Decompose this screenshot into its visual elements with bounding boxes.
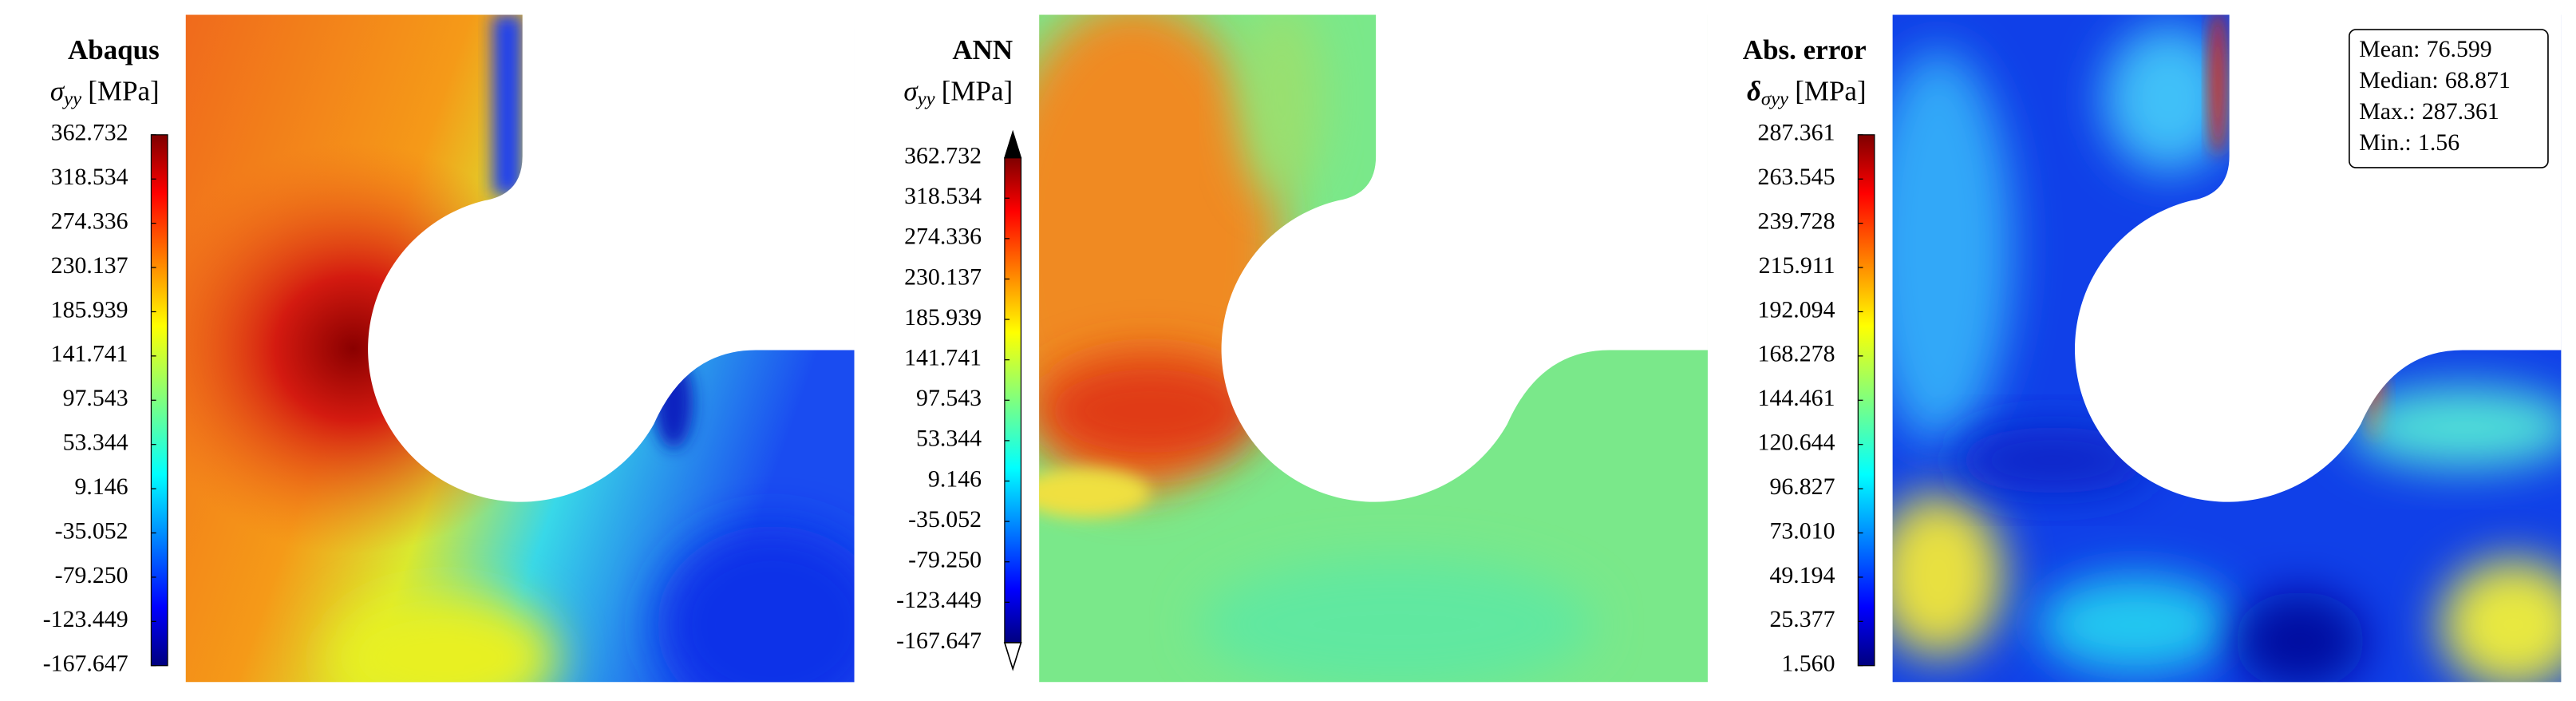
colorbar-tick-label: -79.250 [908,547,982,573]
colorbar-tick-label: 120.644 [1758,430,1835,456]
colorbar-tick-label: 318.534 [51,164,128,190]
stats-label: Min.: [2359,129,2411,156]
colorbar-tick-label: 1.560 [1781,651,1835,677]
colorbar-unit: [MPa] [88,75,159,106]
colorbar-tick-label: -167.647 [896,628,982,654]
stats-value: 68.871 [2445,67,2511,93]
colorbar-tick-label: 53.344 [916,426,982,452]
colorbar-label: σyy [MPa] [903,75,1013,109]
colorbar-symbol: δ [1747,75,1761,106]
colorbar-subscript: yy [915,88,935,109]
stats-label: Max.: [2359,98,2415,125]
colorbar-tick-label: 25.377 [1769,606,1835,632]
stats-value: 76.599 [2427,36,2492,62]
colorbar-tick-label: -35.052 [55,517,128,544]
colorbar-extend-max [1004,129,1022,159]
colorbar-tick-label: 239.728 [1758,208,1835,234]
stats-line: Median: 68.871 [2359,67,2511,93]
colorbar-tick-label: 9.146 [74,473,128,500]
colorbar-tick-label: 362.732 [51,120,128,146]
colorbar-tick-label: 53.344 [63,430,128,456]
colorbar-tick-label: -79.250 [55,562,128,588]
colorbar-tick-label: 168.278 [1758,341,1835,367]
colorbar-tick-label: 263.545 [1758,164,1835,190]
stats-line: Min.: 1.56 [2359,129,2459,156]
colorbar-tick-label: 362.732 [904,142,982,168]
stats-label: Mean: [2359,36,2420,62]
colorbar-tick-label: 141.741 [51,341,128,367]
colorbar-tick-label: 185.939 [904,304,982,331]
colorbar-tick-label: 97.543 [63,385,128,411]
stats-value: 287.361 [2422,98,2499,125]
colorbar-tick-label: 144.461 [1758,385,1835,411]
field-ann [1039,14,1708,683]
colorbar-tick-label: 230.137 [51,252,128,279]
colorbar-tick-label: -123.449 [43,606,128,632]
stats-value: 1.56 [2418,129,2459,156]
field-abaqus [185,14,855,683]
colorbar-tick-label: 274.336 [904,224,982,250]
colorbar-extend-min [1003,642,1022,671]
panel-title: ANN [952,34,1013,65]
colorbar-tick-label: 141.741 [904,345,982,371]
colorbar-tick-label: 274.336 [51,208,128,234]
panel-title: Abaqus [68,34,160,65]
colorbar-unit: [MPa] [942,75,1013,106]
colorbar-label: δσyy [MPa] [1747,75,1867,109]
colorbar-symbol: σ [50,75,65,106]
stats-line: Mean: 76.599 [2359,36,2491,62]
stats-box [2349,29,2549,168]
colorbar-tick-label: -123.449 [896,587,982,613]
colorbar-tick-label: 192.094 [1758,296,1835,323]
colorbar-tick-label: 230.137 [904,263,982,290]
colorbar-panel: ANN σyy [MPa] 362.732 318.534 274.336 230.137 1… [896,34,1022,671]
colorbar-tick-label: 49.194 [1769,562,1835,588]
colorbar-unit: [MPa] [1795,75,1866,106]
stats-line: Max.: 287.361 [2359,98,2499,125]
stats-label: Median: [2359,67,2438,93]
colorbar-tick-label: -35.052 [908,506,982,533]
colorbar-tick-label: 215.911 [1759,252,1835,279]
colorbar-tick-label: 97.543 [916,385,982,411]
colorbar-tick-label: -167.647 [43,651,128,677]
colorbar-tick-label: 287.361 [1758,120,1835,146]
panel-title: Abs. error [1743,34,1867,65]
colorbar-symbol: σ [903,75,919,106]
colorbar-tick-label: 96.827 [1769,473,1835,500]
colorbar-tick-label: 185.939 [51,296,128,323]
colorbar-subscript: σyy [1761,88,1788,109]
colorbar-panel: Abs. error δσyy [MPa] 287.361 263.545 239.728… [1743,29,2549,677]
colorbar-tick-label: 318.534 [904,183,982,209]
colorbar-label: σyy [MPa] [50,75,160,109]
colorbar-tick-label: 9.146 [928,465,982,492]
colorbar-tick-label: 73.010 [1769,517,1835,544]
colorbar-subscript: yy [61,88,81,109]
